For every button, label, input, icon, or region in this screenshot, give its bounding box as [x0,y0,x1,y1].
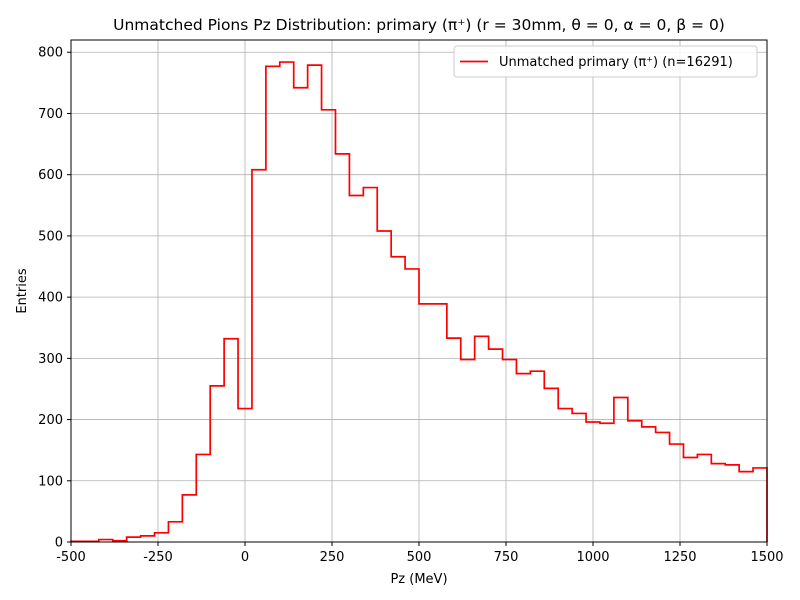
legend-box [453,45,758,78]
grid-lines [70,40,768,543]
x-tick-label: 250 [320,550,345,565]
x-tick-label: 750 [494,550,519,565]
y-tick-label: 800 [38,46,63,61]
legend: Unmatched primary (π⁺) (n=16291) [453,45,758,78]
x-tick-label: 1500 [750,550,783,565]
x-tick-label: -500 [56,550,86,565]
x-axis-label: Pz (MeV) [390,572,447,587]
x-tick-label: 1250 [663,550,696,565]
chart-title: Unmatched Pions Pz Distribution: primary… [113,16,725,34]
x-tick-label: 0 [241,550,249,565]
legend-label: Unmatched primary (π⁺) (n=16291) [499,55,733,70]
y-tick-label: 700 [38,107,63,122]
y-tick-label: 400 [38,291,63,306]
series-layer [70,61,768,543]
y-tick-label: 100 [38,474,63,489]
y-tick-label: 500 [38,229,63,244]
y-tick-label: 300 [38,352,63,367]
series-step-line [70,61,768,543]
x-tick-label: 1000 [576,550,609,565]
y-tick-label: 200 [38,413,63,428]
x-tick-label: -250 [143,550,173,565]
x-axis: -500 -250 0 250 500 750 1000 1250 1500 [56,542,784,565]
y-axis-label: Entries [15,268,30,314]
y-tick-label: 0 [55,536,63,551]
y-axis: 0 100 200 300 400 500 600 700 800 [38,46,71,551]
y-tick-label: 600 [38,168,63,183]
x-tick-label: 500 [407,550,432,565]
